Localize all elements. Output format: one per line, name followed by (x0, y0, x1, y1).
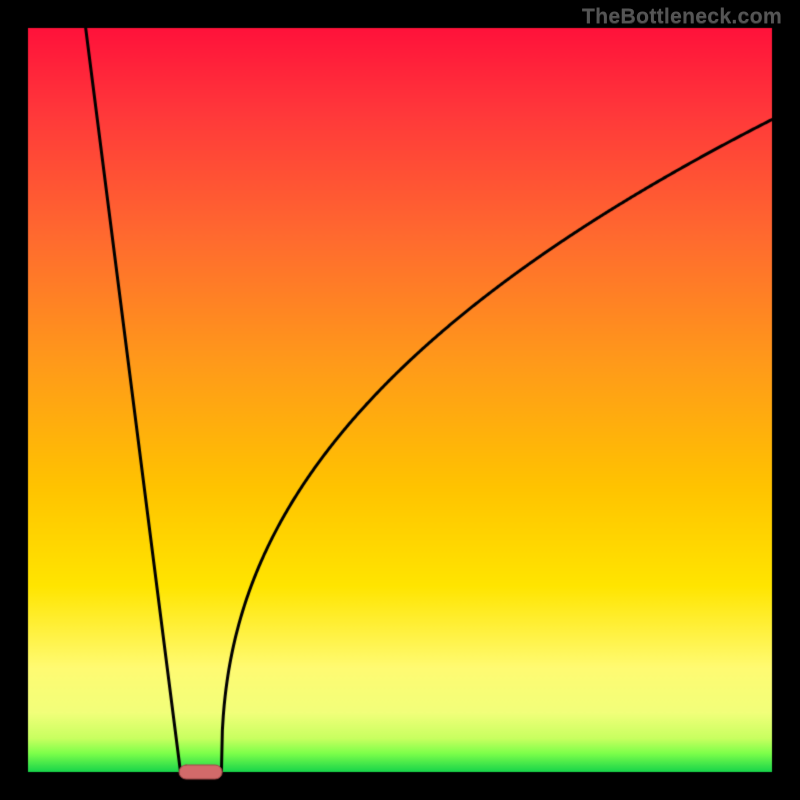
chart-container: TheBottleneck.com (0, 0, 800, 800)
chart-canvas (0, 0, 800, 800)
watermark-text: TheBottleneck.com (582, 4, 782, 29)
